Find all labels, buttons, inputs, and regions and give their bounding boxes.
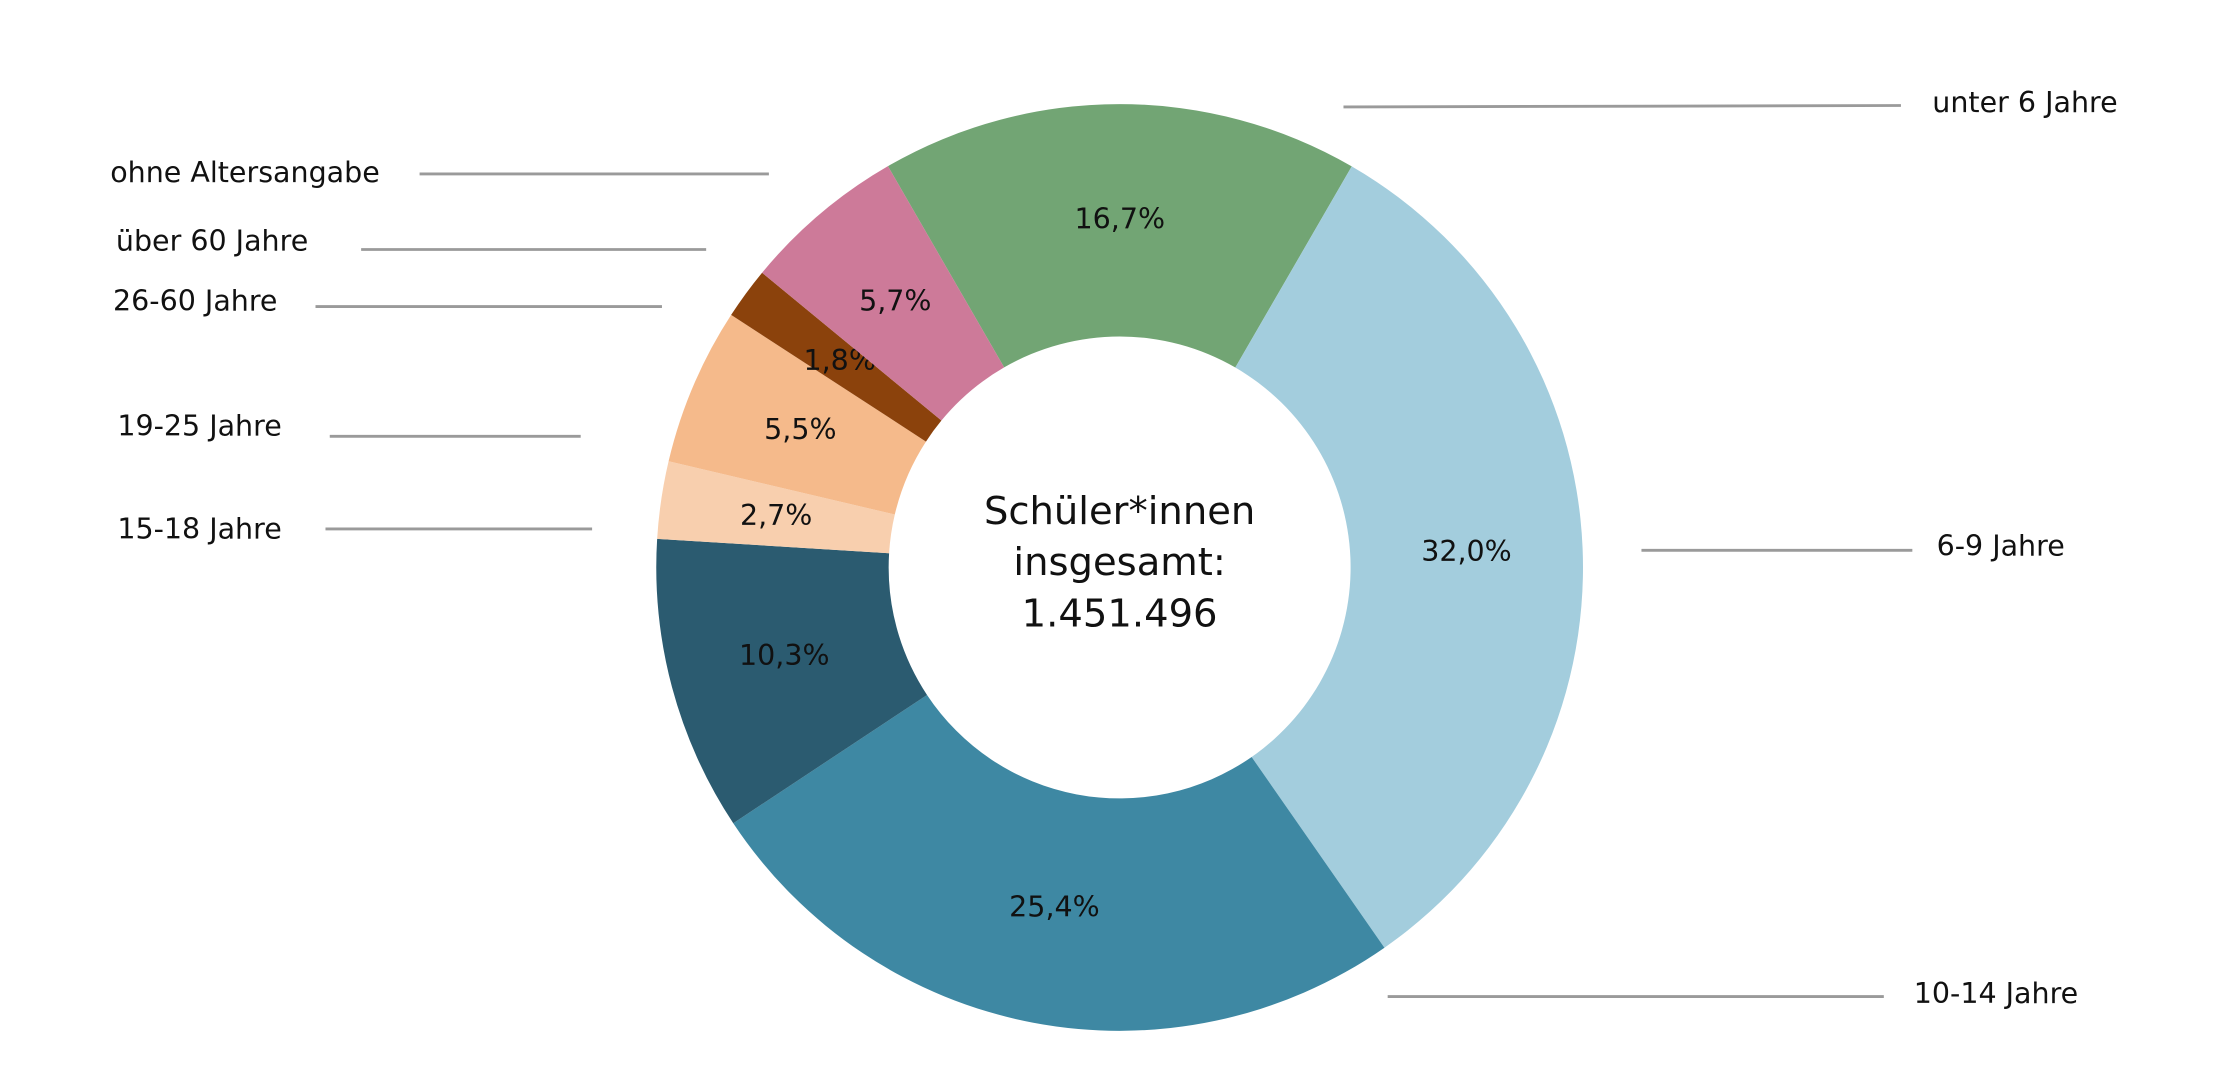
center-text: insgesamt: bbox=[1013, 540, 1225, 585]
category-label: 15-18 Jahre bbox=[117, 512, 281, 545]
donut-slice bbox=[657, 461, 895, 554]
category-label: 26-60 Jahre bbox=[113, 284, 277, 317]
donut-slice bbox=[731, 272, 942, 442]
value-label: 5,5% bbox=[764, 413, 836, 446]
value-label: 5,7% bbox=[859, 284, 931, 317]
value-label: 32,0% bbox=[1421, 535, 1512, 568]
leader-line bbox=[1343, 104, 1901, 109]
category-label: 6-9 Jahre bbox=[1937, 529, 2065, 562]
value-label: 2,7% bbox=[740, 499, 812, 532]
donut-slice bbox=[887, 104, 1352, 368]
category-label: unter 6 Jahre bbox=[1932, 86, 2117, 119]
value-label: 25,4% bbox=[1009, 890, 1100, 923]
category-label: 10-14 Jahre bbox=[1914, 977, 2078, 1010]
category-label: ohne Altersangabe bbox=[110, 156, 380, 189]
donut-slice bbox=[762, 166, 1005, 421]
donut-slice bbox=[733, 694, 1385, 1031]
center-text: Schüler*innen bbox=[984, 489, 1255, 534]
value-label: 10,3% bbox=[739, 639, 830, 672]
category-label: 19-25 Jahre bbox=[117, 410, 281, 443]
donut-slice bbox=[668, 314, 926, 515]
donut-slice bbox=[1235, 166, 1583, 948]
center-text: 1.451.496 bbox=[1022, 591, 1218, 636]
donut-slice bbox=[656, 538, 928, 824]
category-label: über 60 Jahre bbox=[116, 224, 308, 257]
value-label: 16,7% bbox=[1075, 202, 1166, 235]
